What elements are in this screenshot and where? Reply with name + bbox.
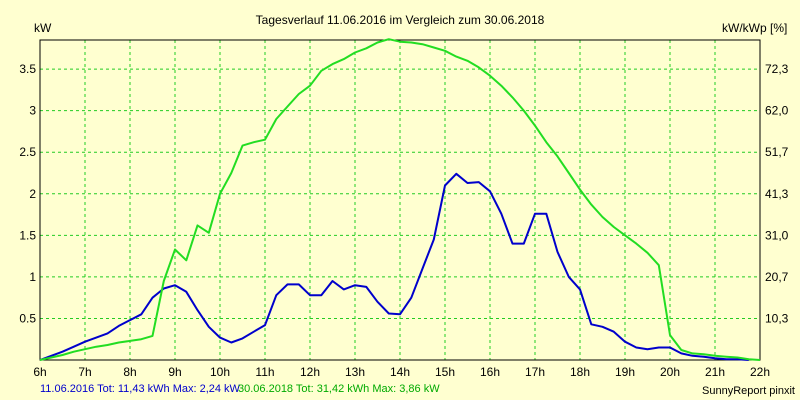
series-line-2 <box>39 38 761 361</box>
y-tick-label-left: 3.5 <box>19 62 36 76</box>
series-group <box>39 38 761 361</box>
footer-series2: 30.06.2018 Tot: 31,42 kWh Max: 3,86 kW <box>238 383 440 395</box>
footer: 11.06.2016 Tot: 11,43 kWh Max: 2,24 kW 3… <box>40 383 795 397</box>
x-tick-label: 17h <box>525 365 545 379</box>
x-tick-label: 22h <box>750 365 770 379</box>
y-tick-label-left: 1.5 <box>19 228 36 242</box>
x-tick-label: 18h <box>570 365 590 379</box>
x-tick-label: 7h <box>78 365 91 379</box>
y-tick-label-right: 41,3 <box>765 187 789 201</box>
y-tick-label-right: 10,3 <box>765 311 789 325</box>
x-tick-label: 13h <box>345 365 365 379</box>
x-tick-label: 9h <box>168 365 181 379</box>
x-tick-label: 6h <box>33 365 46 379</box>
y-axis-left: 0.5 1 1.5 2 2.5 3 3.5 <box>19 62 36 325</box>
y-tick-label-right: 62,0 <box>765 104 789 118</box>
x-tick-label: 20h <box>660 365 680 379</box>
footer-series1: 11.06.2016 Tot: 11,43 kWh Max: 2,24 kW <box>40 383 241 395</box>
x-tick-label: 15h <box>435 365 455 379</box>
chart-title: Tagesverlauf 11.06.2016 im Vergleich zum… <box>256 13 545 27</box>
x-tick-label: 21h <box>705 365 725 379</box>
y-tick-label-left: 2.5 <box>19 145 36 159</box>
footer-credit: SunnyReport pinxit <box>702 385 795 397</box>
x-tick-label: 16h <box>480 365 500 379</box>
y-tick-label-left: 1 <box>29 270 36 284</box>
y-tick-label-left: 0.5 <box>19 311 36 325</box>
x-tick-label: 11h <box>255 365 274 379</box>
y-axis-left-label: kW <box>34 21 52 35</box>
plot-area-frame <box>39 39 761 361</box>
y-tick-label-right: 31,0 <box>765 228 789 242</box>
x-tick-label: 14h <box>390 365 410 379</box>
grid <box>40 40 760 360</box>
y-axis-right-label: kW/kWp [%] <box>722 21 787 35</box>
x-tick-label: 10h <box>210 365 230 379</box>
x-axis: 6h 7h 8h 9h 10h 11h 12h 13h 14h 15h 16h 17h 18h 19h 20… <box>33 365 770 379</box>
series-line-1 <box>39 172 749 361</box>
x-tick-label: 19h <box>615 365 635 379</box>
x-tick-label: 12h <box>300 365 320 379</box>
y-axis-right: 10,3 20,7 31,0 41,3 51,7 62,0 72,3 <box>765 62 789 325</box>
y-tick-label-left: 2 <box>29 187 36 201</box>
x-tick-label: 8h <box>123 365 136 379</box>
y-tick-label-right: 51,7 <box>765 145 789 159</box>
y-tick-label-right: 72,3 <box>765 62 789 76</box>
y-tick-label-right: 20,7 <box>765 270 789 284</box>
y-tick-label-left: 3 <box>29 104 36 118</box>
